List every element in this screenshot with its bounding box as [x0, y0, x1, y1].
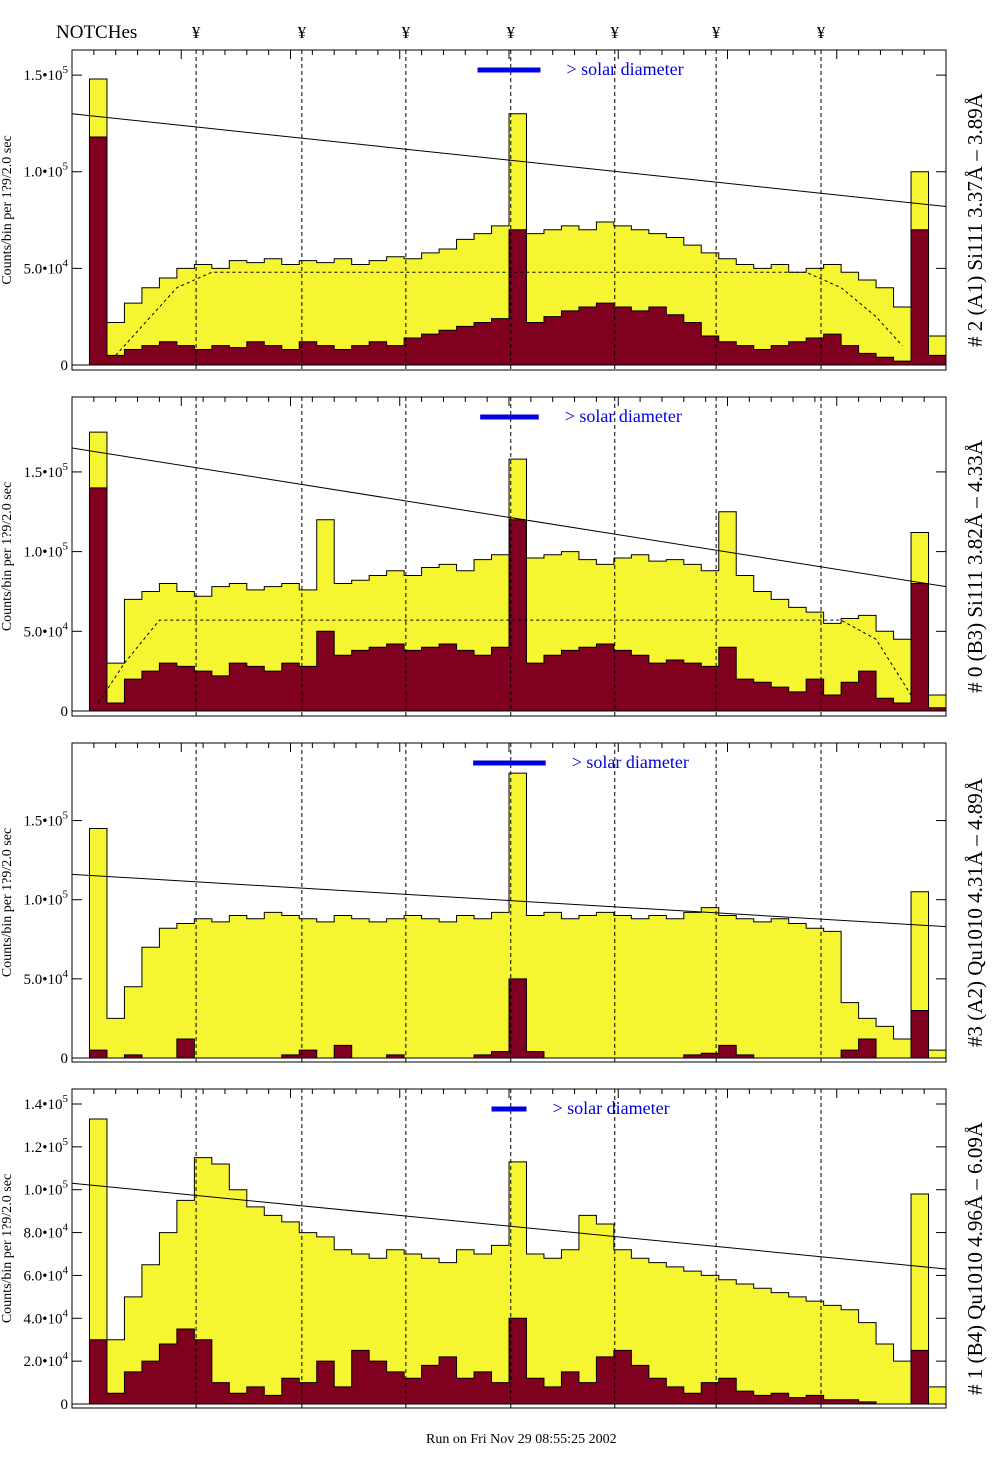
subset-histogram — [72, 1317, 946, 1405]
y-tick-label: 1.0•105 — [23, 161, 68, 181]
trend-line — [71, 1182, 947, 1270]
panel-3: 0 2.0•104 4.0•104 6.0•104 8.0•104 1.0•105 1.2•… — [0, 1088, 987, 1413]
panel-2: 0 5.0•104 1.0•105 1.5•105 Counts/bin per 1?9… — [0, 742, 987, 1067]
solar-diameter-label: > solar diameter — [572, 752, 689, 772]
y-tick-label: 0 — [61, 704, 69, 720]
trend-line — [71, 873, 947, 928]
y-tick-label: 1.2•105 — [23, 1136, 68, 1156]
subset-histogram — [72, 487, 947, 712]
y-axis-label: Counts/bin per 1?9/2.0 sec — [0, 482, 15, 631]
trend-line — [71, 113, 947, 208]
panel-title: # 0 (B3) Si111 3.82Å – 4.33Å — [963, 439, 987, 693]
notch-marker: ¥ — [712, 23, 721, 42]
panel-1: 0 5.0•104 1.0•105 1.5•105 Counts/bin per 1?9… — [0, 396, 987, 720]
notch-marker: ¥ — [192, 23, 201, 42]
y-tick-label: 0 — [61, 1397, 69, 1413]
subset-histogram — [72, 136, 947, 366]
total-histogram — [72, 772, 947, 1059]
y-tick-label: 1.4•105 — [23, 1093, 68, 1113]
y-tick-label: 1.0•105 — [23, 541, 68, 561]
solar-diameter-label: > solar diameter — [552, 1098, 669, 1118]
panel-title: # 2 (A1) Si111 3.37Å – 3.89Å — [963, 92, 987, 347]
y-tick-label: 6.0•104 — [23, 1264, 68, 1284]
y-axis-label: Counts/bin per 1?9/2.0 sec — [0, 1174, 15, 1323]
y-tick-label: 0 — [61, 358, 69, 374]
y-tick-label: 1.5•105 — [23, 810, 68, 830]
y-tick-label: 1.0•105 — [23, 889, 68, 909]
solar-diameter-label: > solar diameter — [565, 406, 682, 426]
y-tick-label: 1.5•105 — [23, 64, 68, 84]
panel-title: # 1 (B4) Qu1010 4.96Å – 6.09Å — [963, 1121, 987, 1395]
y-tick-label: 1.5•105 — [23, 461, 68, 481]
y-tick-label: 4.0•104 — [23, 1307, 68, 1327]
y-tick-label: 0 — [61, 1051, 69, 1067]
y-tick-label: 5.0•104 — [23, 968, 68, 988]
notch-marker: ¥ — [817, 23, 826, 42]
y-tick-label: 2.0•104 — [23, 1350, 68, 1370]
panel-0: 0 5.0•104 1.0•105 1.5•105 Counts/bin per 1?9… — [0, 49, 987, 374]
notch-marker: ¥ — [298, 23, 307, 42]
y-axis-label: Counts/bin per 1?9/2.0 sec — [0, 828, 15, 977]
notches-label: NOTCHes — [56, 22, 137, 43]
run-timestamp: Run on Fri Nov 29 08:55:25 2002 — [426, 1432, 617, 1447]
y-tick-label: 1.0•105 — [23, 1179, 68, 1199]
notch-marker: ¥ — [611, 23, 620, 42]
solar-diameter-label: > solar diameter — [566, 59, 683, 79]
trend-line — [71, 447, 947, 588]
fit-curve — [97, 619, 912, 704]
notch-marker: ¥ — [402, 23, 411, 42]
y-tick-label: 8.0•104 — [23, 1222, 68, 1242]
y-tick-label: 5.0•104 — [23, 257, 68, 277]
notch-marker: ¥ — [506, 23, 515, 42]
y-tick-label: 5.0•104 — [23, 620, 68, 640]
total-histogram — [72, 78, 947, 366]
total-histogram — [72, 1118, 947, 1405]
y-axis-label: Counts/bin per 1?9/2.0 sec — [0, 135, 15, 284]
fit-curve — [115, 271, 903, 356]
panel-title: #3 (A2) Qu1010 4.31Å – 4.89Å — [963, 777, 987, 1047]
